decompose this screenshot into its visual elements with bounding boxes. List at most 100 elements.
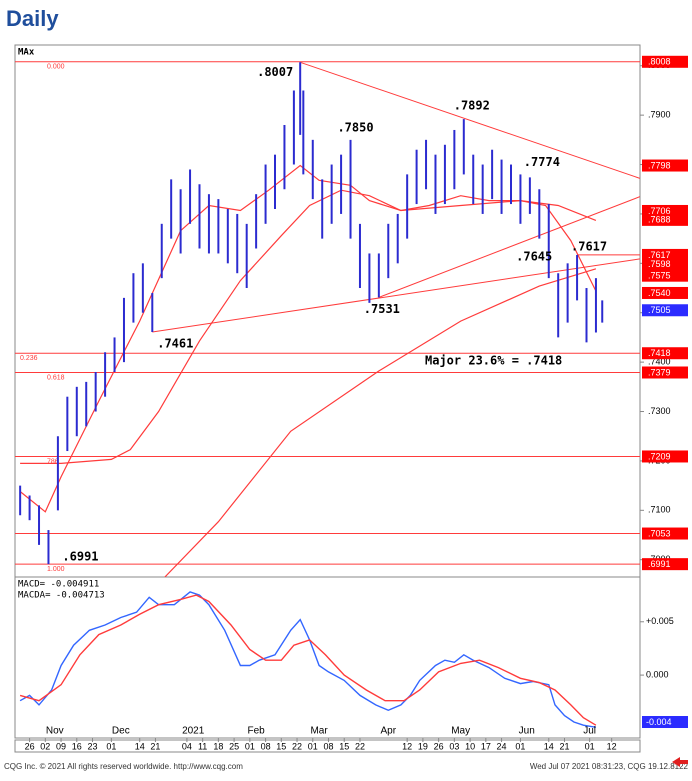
macd-line <box>19 591 597 728</box>
price-level-label: .6991 <box>648 559 671 569</box>
x-tick-label: 12 <box>402 741 412 751</box>
moving-average <box>164 268 597 577</box>
price-level-box <box>642 258 688 271</box>
x-tick-label: 08 <box>323 741 333 751</box>
price-level-label: .7617 <box>648 250 671 260</box>
x-tick-label: 03 <box>449 741 459 751</box>
x-tick-label: 08 <box>261 741 271 751</box>
macd-level-label: -0.004 <box>646 717 672 727</box>
x-tick-label: 17 <box>481 741 491 751</box>
price-level-box <box>642 304 688 317</box>
ma-label: MAx <box>18 48 35 58</box>
y-tick-label: .7900 <box>648 110 671 120</box>
x-tick-label: 21 <box>150 741 160 751</box>
date-axis <box>14 739 641 753</box>
month-label: May <box>451 726 470 737</box>
price-annotation: .7645 <box>516 250 552 264</box>
price-annotation: .7774 <box>524 155 560 169</box>
price-level-box <box>642 55 688 68</box>
macd-level-box <box>642 716 688 729</box>
legend-entry: MACD= -0.004911 <box>18 580 99 590</box>
note: Major 23.6% = .7418 <box>425 354 562 368</box>
month-label: Mar <box>310 726 328 737</box>
price-level-label: .7575 <box>648 271 671 281</box>
y-tick-label: .7100 <box>648 505 671 515</box>
x-tick-label: 15 <box>276 741 286 751</box>
x-tick-label: 22 <box>292 741 302 751</box>
x-tick-label: 01 <box>308 741 318 751</box>
price-annotation: .7461 <box>157 336 193 350</box>
moving-average <box>19 164 597 513</box>
moving-average <box>20 189 597 464</box>
x-tick-label: 16 <box>72 741 82 751</box>
x-tick-label: 01 <box>106 741 116 751</box>
x-tick-label: 24 <box>497 741 507 751</box>
y-tick-label: 0.000 <box>646 669 669 679</box>
month-label: Feb <box>248 726 266 737</box>
x-tick-label: 12 <box>607 741 617 751</box>
x-tick-label: 21 <box>559 741 569 751</box>
price-annotation: .7531 <box>364 302 400 316</box>
x-tick-label: 23 <box>88 741 98 751</box>
x-tick-label: 02 <box>40 741 50 751</box>
x-tick-label: 01 <box>585 741 595 751</box>
y-tick-label: +0.005 <box>646 616 674 626</box>
price-panel <box>14 44 641 578</box>
price-level-label: .7209 <box>648 451 671 461</box>
price-level-box <box>642 269 688 282</box>
fib-label: 1.000 <box>47 566 65 573</box>
x-tick-label: 09 <box>56 741 66 751</box>
price-level-label: .7379 <box>648 367 671 377</box>
fib-label: 0.000 <box>47 64 65 71</box>
y-tick-label: .7400 <box>648 357 671 367</box>
price-level-box <box>642 527 688 540</box>
x-tick-label: 26 <box>25 741 35 751</box>
month-label: Jun <box>519 726 535 737</box>
price-annotation: .7892 <box>454 99 490 113</box>
x-tick-label: 14 <box>135 741 145 751</box>
price-level-box <box>642 213 688 226</box>
x-tick-label: 04 <box>182 741 192 751</box>
x-tick-label: 01 <box>515 741 525 751</box>
x-tick-label: 22 <box>355 741 365 751</box>
scroll-arrow[interactable] <box>672 757 688 767</box>
x-tick-label: 26 <box>434 741 444 751</box>
price-level-box <box>642 286 688 299</box>
y-tick-label: .7300 <box>648 406 671 416</box>
price-level-label: .7053 <box>648 528 671 538</box>
price-level-box <box>642 248 688 261</box>
trendline <box>378 196 640 298</box>
price-level-box <box>642 558 688 571</box>
fib-label: 0.236 <box>20 355 38 362</box>
price-level-label: .7418 <box>648 348 671 358</box>
x-tick-label: 19 <box>418 741 428 751</box>
chart-title: Daily <box>6 6 59 31</box>
x-tick-label: 11 <box>198 741 207 751</box>
month-label: Dec <box>112 726 130 737</box>
footer: Wed Jul 07 2021 08:31:23, CQG 19.12.8122 <box>530 762 689 771</box>
price-level-label: .7540 <box>648 288 671 298</box>
fib-label: 786 <box>47 458 59 465</box>
price-level-label: .7688 <box>648 215 671 225</box>
x-tick-label: 14 <box>544 741 554 751</box>
month-label: Nov <box>46 726 64 737</box>
price-level-box <box>642 366 688 379</box>
price-level-label: .7505 <box>648 305 671 315</box>
price-annotation: .8007 <box>257 65 293 79</box>
x-tick-label: 01 <box>245 741 255 751</box>
price-annotation: .6991 <box>62 550 98 564</box>
x-tick-label: 15 <box>339 741 349 751</box>
trendline <box>152 258 640 333</box>
fib-label: 0.618 <box>47 374 65 381</box>
price-annotation: .7850 <box>337 120 373 134</box>
x-tick-label: 18 <box>213 741 223 751</box>
trendline <box>300 61 640 179</box>
footer: CQG Inc. © 2021 All rights reserved worl… <box>4 762 243 771</box>
x-tick-label: 10 <box>465 741 475 751</box>
price-level-box <box>642 159 688 172</box>
price-level-label: .7798 <box>648 160 671 170</box>
legend-entry: MACDA= -0.004713 <box>18 591 105 601</box>
price-annotation: .7617 <box>571 239 607 253</box>
price-level-label: .8008 <box>648 57 671 67</box>
